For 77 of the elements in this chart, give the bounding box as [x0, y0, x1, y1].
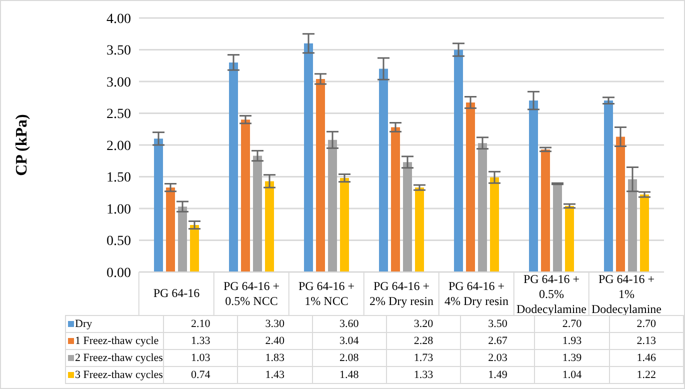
data-label: 1.04 [534, 366, 610, 384]
y-tick-label: 3.00 [106, 75, 131, 90]
bar [490, 177, 499, 272]
legend-label: 2 Freez-thaw cycles [66, 350, 164, 366]
bar [553, 184, 562, 272]
y-tick-label: 2.50 [106, 107, 131, 122]
y-tick-label: 0.00 [106, 266, 131, 281]
y-tick-label: 2.00 [106, 138, 131, 154]
data-label: 1.73 [386, 350, 461, 366]
bar [265, 181, 274, 272]
bar [565, 206, 574, 272]
data-label: 1.83 [238, 350, 312, 366]
data-label: 3.50 [460, 316, 535, 332]
legend-label: Dry [66, 316, 164, 332]
data-label: 2.70 [609, 316, 684, 332]
bar [628, 179, 637, 272]
bar [403, 162, 412, 272]
data-label: 1.46 [609, 350, 684, 366]
bar [604, 100, 613, 272]
data-label: 2.70 [534, 316, 610, 332]
y-tick-label: 3.50 [106, 44, 131, 59]
data-label: 2.13 [609, 332, 684, 350]
bar [178, 206, 187, 272]
data-label: 1.33 [386, 366, 461, 384]
data-label: 1.03 [163, 350, 238, 366]
data-label: 1.33 [163, 332, 238, 350]
x-tick-label: PG 64-16 + 0.5% NCC [223, 279, 280, 308]
bar [478, 143, 487, 272]
data-label: 3.20 [386, 316, 461, 332]
legend-label: 3 Freez-thaw cycles [66, 366, 164, 384]
bar [415, 188, 424, 272]
bar [454, 50, 463, 272]
bar [166, 188, 175, 272]
bar [229, 62, 238, 272]
bar [304, 43, 313, 272]
bar [190, 225, 199, 272]
data-label: 3.60 [312, 316, 386, 332]
y-tick-label: 1.00 [106, 202, 131, 218]
data-label: 2.03 [460, 350, 535, 366]
bar [154, 138, 163, 272]
x-tick-label: PG 64-16 [153, 286, 200, 300]
data-label: 2.40 [238, 332, 312, 350]
data-label: 3.04 [312, 332, 386, 350]
bar [466, 102, 475, 272]
x-tick-label: PG 64-16 + 1% NCC [298, 279, 355, 308]
data-label: 2.10 [163, 316, 238, 332]
data-label: 1.39 [534, 350, 610, 366]
y-tick-label: 4.00 [106, 12, 131, 27]
bar [253, 156, 262, 272]
bar [391, 127, 400, 272]
bar [316, 78, 325, 272]
x-tick-label: PG 64-16 + 0.5% Dodecylamine [516, 272, 586, 316]
bar [541, 149, 550, 272]
bar [616, 136, 625, 272]
y-tick-label: 1.50 [106, 170, 131, 186]
bar [529, 100, 538, 272]
bar [340, 178, 349, 272]
data-label: 1.22 [609, 366, 684, 384]
x-tick-label: PG 64-16 + 2% Dry resin [370, 279, 434, 308]
data-label: 1.93 [534, 332, 610, 350]
data-label: 0.74 [163, 366, 238, 384]
bar [379, 68, 388, 272]
x-tick-label: PG 64-16 + 4% Dry resin [444, 279, 508, 308]
y-tick-label: 0.50 [106, 234, 131, 250]
legend-label: 1 Freez-thaw cycle [66, 332, 164, 350]
bar [241, 120, 250, 272]
y-axis-title: CP (kPa) [14, 114, 31, 176]
bar [640, 194, 649, 272]
x-tick-label: PG 64-16 + 1% Dodecylamine [592, 272, 662, 316]
data-label: 2.67 [460, 332, 535, 350]
bar [328, 140, 337, 272]
data-label: 3.30 [238, 316, 312, 332]
data-label: 2.08 [312, 350, 386, 366]
data-label: 1.43 [238, 366, 312, 384]
data-label: 1.48 [312, 366, 386, 384]
data-label: 2.28 [386, 332, 461, 350]
data-label: 1.49 [460, 366, 535, 384]
